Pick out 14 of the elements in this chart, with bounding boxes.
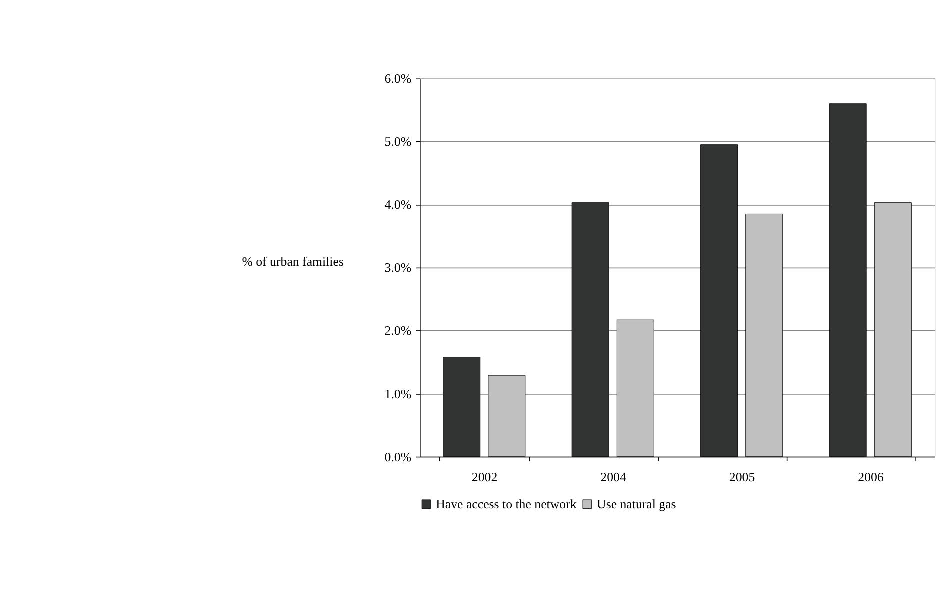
y-tick-label: 5.0% — [384, 135, 412, 150]
y-tick-label: 2.0% — [384, 324, 412, 338]
y-tick-label: 1.0% — [384, 387, 412, 402]
y-tick-label: 6.0% — [384, 72, 412, 86]
y-tick-label: 4.0% — [384, 198, 412, 212]
x-tick-label: 2006 — [858, 470, 884, 484]
y-tick-label: 0.0% — [384, 450, 412, 464]
x-tick-label: 2002 — [472, 470, 498, 484]
legend-label: Have access to the network — [436, 497, 578, 512]
y-tick-label: 3.0% — [384, 261, 412, 276]
x-tick-label: 2004 — [600, 470, 627, 484]
x-tick-label: 2005 — [729, 470, 756, 484]
y-axis-title: % of urban families — [242, 254, 344, 269]
legend-label: Use natural gas — [597, 497, 676, 512]
